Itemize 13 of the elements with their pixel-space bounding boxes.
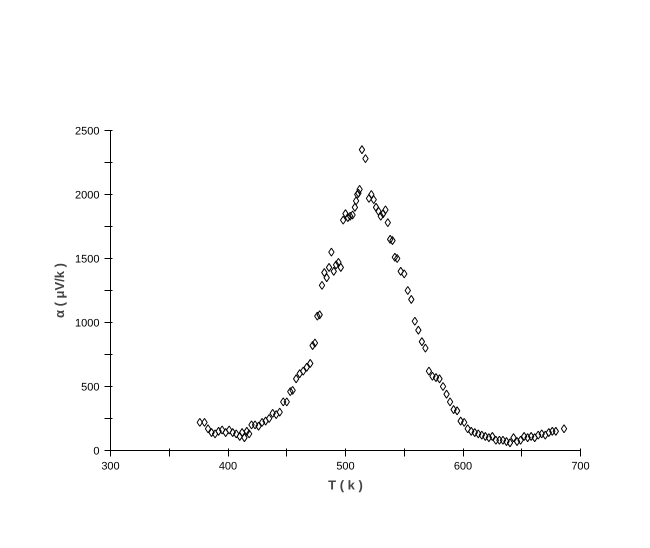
y-tick-label: 2000: [75, 190, 100, 202]
x-tick-label: 400: [218, 460, 238, 472]
y-tick-label: 0: [93, 446, 100, 458]
y-tick-label: 1500: [75, 254, 100, 266]
y-tick-label: 2500: [75, 126, 100, 138]
y-axis-title: α ( μV/k ): [52, 263, 68, 318]
x-tick-label: 700: [571, 460, 590, 472]
x-tick-label: 300: [101, 460, 120, 472]
y-tick-label: 500: [81, 382, 100, 394]
x-tick-label: 500: [336, 460, 355, 472]
y-tick-label: 1000: [75, 318, 100, 330]
x-axis-title: T ( k ): [328, 478, 363, 492]
x-tick-label: 600: [454, 460, 472, 472]
